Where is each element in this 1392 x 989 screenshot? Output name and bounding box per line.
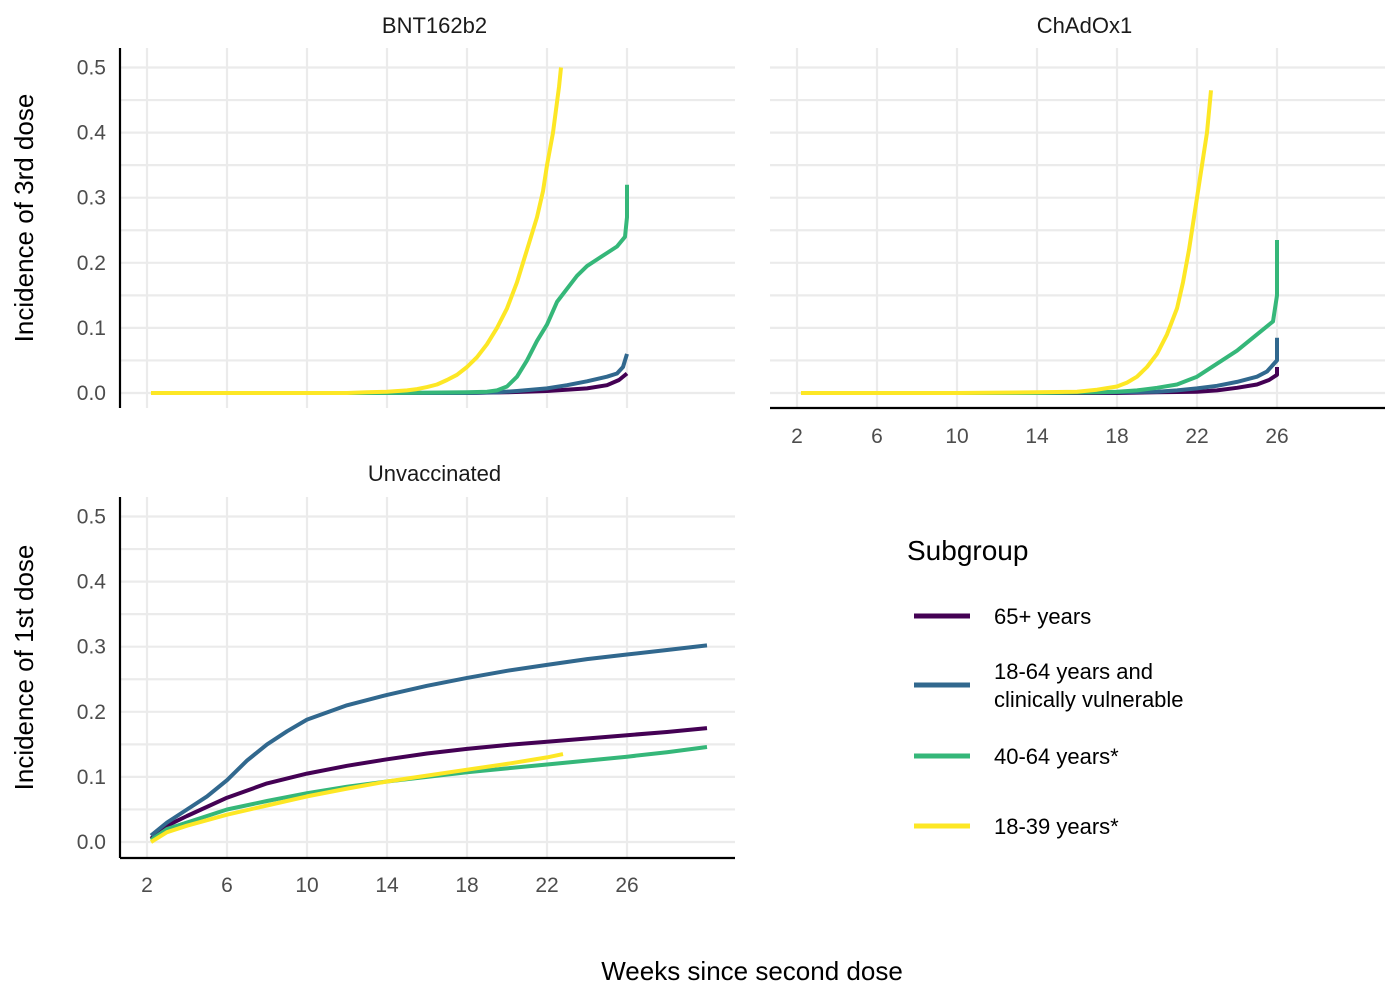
panels-layer: 0.0 0.1 0.2 0.3 0.4 0.5 BNT162b2 Incidence of 3… <box>9 13 1385 897</box>
y-tick-label: 0.0 <box>77 382 106 405</box>
legend-entry: 18-39 years* <box>914 814 1119 839</box>
y-tick-label: 0.5 <box>77 57 106 80</box>
y-tick-label: 0.3 <box>77 187 106 210</box>
panel-bnt162b2: 0.0 0.1 0.2 0.3 0.4 0.5 BNT162b2 Incidence of 3… <box>9 13 735 408</box>
legend-label: 65+ years <box>994 604 1091 629</box>
series-line-18-39-years <box>151 67 563 395</box>
legend-title: Subgroup <box>907 535 1028 566</box>
y-axis-title: Incidence of 3rd dose <box>9 94 39 343</box>
x-tick-label: 6 <box>871 425 883 448</box>
legend-label: 18-64 years and <box>994 659 1153 684</box>
legend: Subgroup 65+ years 18-64 years and clinica… <box>907 535 1184 839</box>
legend-label: clinically vulnerable <box>994 687 1184 712</box>
legend-entry: 18-64 years and clinically vulnerable <box>914 659 1184 712</box>
x-tick-label: 26 <box>1265 425 1288 448</box>
legend-label: 18-39 years* <box>994 814 1119 839</box>
legend-entries: 65+ years 18-64 years and clinically vulne… <box>914 604 1184 839</box>
y-tick-label: 0.1 <box>77 766 106 789</box>
x-tick-label: 10 <box>295 874 318 897</box>
series-line-18-39-years <box>149 752 564 844</box>
y-tick-label: 0.1 <box>77 317 106 340</box>
x-tick-label: 10 <box>945 425 968 448</box>
y-tick-label: 0.2 <box>77 701 106 724</box>
panel-unvaccinated: 0.00.10.20.30.40.52 6 10 14 18 22 26Unvaccinat… <box>9 461 735 897</box>
series-line-18-64-years-and-clinically-vulnerable <box>149 643 708 838</box>
y-tick-label: 0.3 <box>77 636 106 659</box>
legend-label: 40-64 years* <box>994 744 1119 769</box>
y-axis-title: Incidence of 1st dose <box>9 545 39 791</box>
y-tick-label: 0.5 <box>77 506 106 529</box>
legend-entry: 65+ years <box>914 604 1091 629</box>
series-line-40-64-years <box>151 184 629 395</box>
x-axis-title: Weeks since second dose <box>601 956 903 986</box>
y-tick-label: 0.2 <box>77 252 106 275</box>
panel-title: ChAdOx1 <box>1037 13 1132 38</box>
x-tick-label: 2 <box>141 874 153 897</box>
series-line-65-years <box>149 726 708 841</box>
y-tick-label: 0.4 <box>77 571 107 594</box>
x-tick-label: 22 <box>1185 425 1208 448</box>
legend-entry: 40-64 years* <box>914 744 1119 769</box>
x-tick-label: 18 <box>1105 425 1128 448</box>
y-tick-label: 0.4 <box>77 122 107 145</box>
series-line-18-64-years-and-clinically-vulnerable <box>801 337 1279 395</box>
x-tick-label: 22 <box>535 874 558 897</box>
x-tick-label: 14 <box>375 874 399 897</box>
panel-title: Unvaccinated <box>368 461 501 486</box>
x-tick-label: 18 <box>455 874 478 897</box>
x-tick-label: 26 <box>615 874 638 897</box>
x-tick-label: 14 <box>1025 425 1049 448</box>
x-tick-label: 2 <box>791 425 803 448</box>
x-tick-label: 6 <box>221 874 233 897</box>
y-tick-label: 0.0 <box>77 831 106 854</box>
series-line-18-39-years <box>801 90 1213 395</box>
panel-title: BNT162b2 <box>382 13 487 38</box>
